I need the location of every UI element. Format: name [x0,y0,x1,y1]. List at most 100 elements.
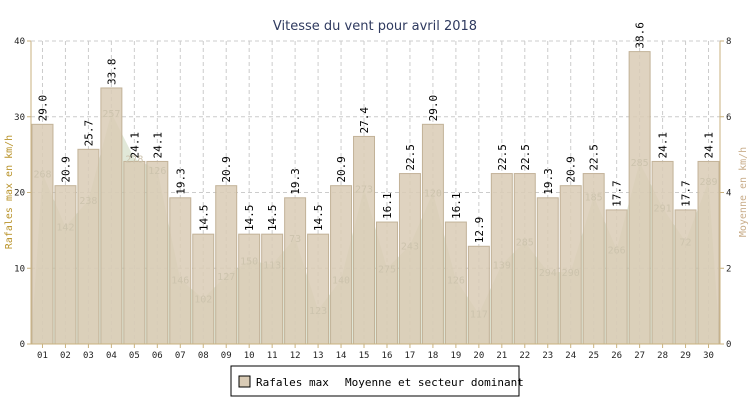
gust-bar-label-02: 20.9 [59,156,72,183]
gust-bar-label-05: 24.1 [128,132,141,159]
direction-label-14: 140 [332,276,350,287]
y-tick-label-left: 20 [14,189,25,199]
x-tick-label-04: 04 [106,351,117,361]
gust-bar-16 [376,221,398,345]
direction-label-11: 113 [263,260,281,271]
gust-bar-label-14: 20.9 [335,156,348,183]
y-tick-label-right: 0 [726,340,731,350]
gust-bar-02 [54,185,77,345]
gust-bar-label-24: 20.9 [565,156,578,183]
direction-label-23: 294 [539,268,557,279]
direction-label-04: 257 [102,109,120,120]
gust-bar-label-10: 14.5 [243,205,256,232]
gust-bar-24 [559,185,582,345]
gust-bar-label-11: 14.5 [266,205,279,232]
gust-bar-label-07: 19.3 [174,168,187,195]
gust-bar-04 [100,87,123,345]
gust-bar-label-22: 22.5 [519,144,532,171]
x-tick-label-01: 01 [37,351,48,361]
x-tick-label-26: 26 [611,351,622,361]
gust-bar-label-29: 17.7 [680,180,693,207]
gust-bar-label-16: 16.1 [381,193,394,220]
chart-title: Vitesse du vent pour avril 2018 [273,19,477,34]
gust-bar-29 [674,209,697,345]
gust-bar-17 [398,173,421,345]
x-tick-label-30: 30 [703,351,714,361]
gust-bar-label-01: 29.0 [36,95,49,122]
x-tick-label-28: 28 [657,351,668,361]
direction-label-05: 278 [125,154,143,165]
direction-label-22: 285 [516,238,534,249]
x-tick-label-18: 18 [427,351,438,361]
direction-label-20: 117 [470,310,488,321]
gust-bar-03 [77,148,100,345]
x-tick-label-19: 19 [450,351,461,361]
gust-bar-label-30: 24.1 [703,132,716,159]
legend-swatch-rafales [238,375,251,388]
gust-bars [31,51,720,345]
direction-label-28: 291 [654,204,672,215]
x-tick-label-15: 15 [359,351,370,361]
gust-bar-05 [123,160,146,345]
x-tick-label-27: 27 [634,351,645,361]
direction-label-16: 275 [378,264,396,275]
y-axis-right-label: Moyenne en km/h [738,147,749,237]
gust-bar-07 [169,197,192,345]
gust-bar-label-08: 14.5 [197,205,210,232]
y-tick-label-left: 0 [20,340,25,350]
gust-bar-09 [215,185,238,345]
x-tick-label-13: 13 [313,351,324,361]
direction-labels: 268 142 238 257 278 126 146 102 127 150 113 73 123 14… [33,109,717,321]
y-axis-left-label: Rafales max en km/h [4,135,15,249]
gust-bar-12 [284,197,307,345]
y-tick-label-left: 10 [14,264,25,274]
gust-bar-label-18: 29.0 [427,95,440,122]
direction-label-18: 120 [424,189,442,200]
direction-label-15: 273 [355,185,373,196]
direction-label-10: 150 [240,257,258,268]
gust-bar-18 [421,123,444,345]
gust-bar-label-03: 25.7 [82,120,95,147]
gust-bar-11 [261,233,284,345]
y-tick-label-left: 30 [14,113,25,123]
gust-bar-label-26: 17.7 [611,180,624,207]
y-tick-label-right: 6 [726,113,731,123]
y-tick-label-right: 2 [726,264,731,274]
gust-bar-10 [238,233,261,345]
gust-bar-06 [146,160,169,345]
x-tick-label-24: 24 [565,351,576,361]
x-tick-label-02: 02 [60,351,71,361]
direction-label-06: 126 [148,166,166,177]
x-tick-label-23: 23 [542,351,553,361]
legend-box [230,365,520,397]
gust-bar-label-15: 27.4 [358,107,371,134]
gust-bar-label-17: 22.5 [404,144,417,171]
gust-bar-01 [31,123,54,345]
gust-bar-label-27: 38.6 [634,22,647,49]
direction-label-27: 285 [631,158,649,169]
x-tick-label-20: 20 [473,351,484,361]
direction-label-26: 266 [608,245,626,256]
x-tick-label-10: 10 [244,351,255,361]
x-tick-label-14: 14 [336,351,347,361]
legend: Rafales max Moyenne et secteur dominant [230,365,524,397]
gust-bar-label-19: 16.1 [450,193,463,220]
direction-label-09: 127 [217,272,235,283]
gust-bar-label-28: 24.1 [657,132,670,159]
direction-label-08: 102 [194,295,212,306]
legend-item-moyenne: Moyenne et secteur dominant [345,376,524,389]
x-tick-label-11: 11 [267,351,278,361]
direction-label-24: 290 [562,268,580,279]
gust-bar-13 [307,233,330,345]
gust-bar-27 [628,51,651,345]
gust-bar-08 [192,233,215,345]
x-tick-label-29: 29 [680,351,691,361]
gust-bar-label-04: 33.8 [105,58,118,85]
direction-label-07: 146 [171,276,189,287]
gust-bar-15 [353,135,375,345]
direction-label-21: 139 [493,260,511,271]
gust-bar-28 [651,160,674,345]
gust-bar-label-20: 12.9 [473,217,486,244]
